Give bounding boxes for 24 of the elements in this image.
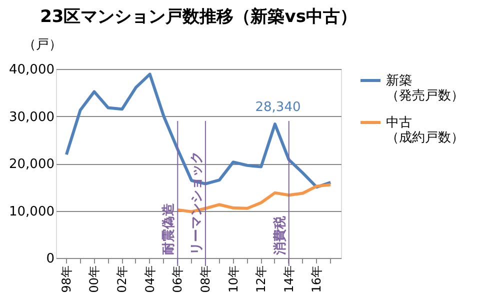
ref-line-label: リーマンショック xyxy=(189,151,204,255)
y-tick-label: 40,000 xyxy=(9,62,54,78)
ref-line-label: 耐震偽造 xyxy=(162,202,177,255)
line-series xyxy=(64,72,332,189)
x-tick-label: 02年 xyxy=(115,266,130,293)
y-tick-label: 10,000 xyxy=(9,204,54,220)
ref-line-label: 消費税 xyxy=(272,215,288,256)
chart-title: 23区マンション戸数推移（新築vs中古） xyxy=(40,7,357,27)
legend-label: 新築（発売戸数） xyxy=(386,74,464,104)
x-tick-label: 10年 xyxy=(226,266,240,293)
y-tick-label: 20,000 xyxy=(9,157,54,172)
x-tick-label: 98年 xyxy=(59,266,74,293)
x-tick-label: 14年 xyxy=(282,266,296,293)
x-tick-label: 06年 xyxy=(170,266,185,293)
y-tick-label: 0 xyxy=(46,252,54,266)
y-axis-title: （戸） xyxy=(23,38,62,52)
legend-label: 中古（成約戸数） xyxy=(386,116,464,146)
x-tick-label: 16年 xyxy=(310,266,324,293)
x-tick-label: 08年 xyxy=(198,266,212,293)
x-tick-label: 04年 xyxy=(142,266,157,293)
x-tick-label: 12年 xyxy=(254,266,268,293)
annotation: 28,340 xyxy=(255,100,301,115)
x-tick-label: 00年 xyxy=(87,266,102,293)
y-tick-label: 30,000 xyxy=(9,110,54,125)
